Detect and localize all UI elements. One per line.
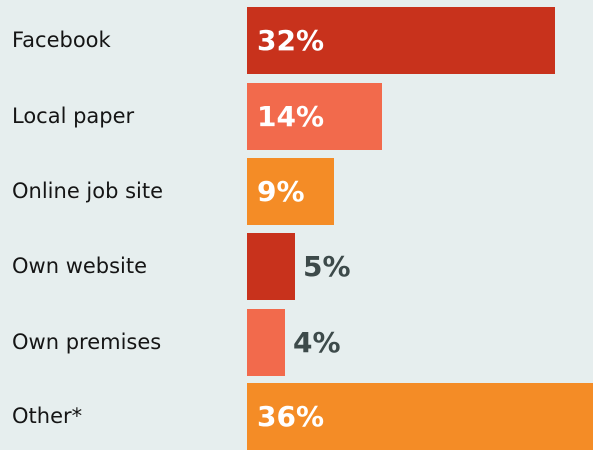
category-label: Facebook bbox=[12, 27, 111, 52]
value-label: 32% bbox=[257, 23, 325, 57]
value-label: 14% bbox=[257, 99, 325, 133]
bar bbox=[247, 309, 285, 376]
category-label: Local paper bbox=[12, 103, 135, 128]
bar bbox=[247, 383, 593, 450]
bar bbox=[247, 158, 334, 225]
category-label: Online job site bbox=[12, 178, 164, 203]
bar bbox=[247, 233, 295, 300]
category-label: Other* bbox=[12, 403, 83, 428]
category-label: Own premises bbox=[12, 329, 162, 354]
value-label: 5% bbox=[303, 249, 351, 283]
value-label: 4% bbox=[293, 325, 341, 359]
bar bbox=[247, 7, 555, 74]
bar bbox=[247, 83, 382, 150]
value-label: 9% bbox=[257, 174, 305, 208]
value-label: 36% bbox=[257, 399, 325, 433]
category-label: Own website bbox=[12, 253, 148, 278]
